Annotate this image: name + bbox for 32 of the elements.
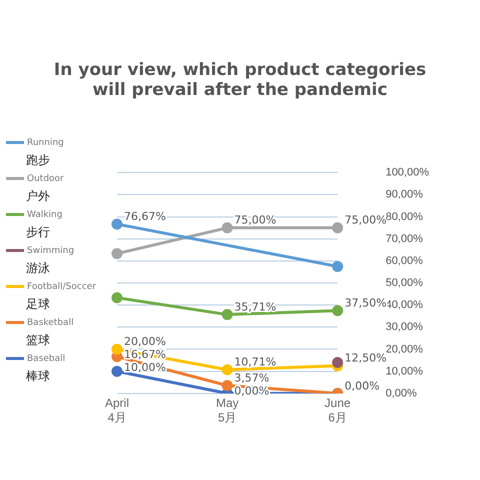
data-label: 75,00% xyxy=(344,214,387,227)
legend-label: Walking 步行 xyxy=(25,210,64,241)
x-tick-label: April 4月 xyxy=(104,396,130,424)
data-label: 75,00% xyxy=(234,214,276,227)
y-tick-label: 30,00% xyxy=(386,321,424,334)
data-label: 3,57% xyxy=(234,371,270,384)
legend-label: Swimming 游泳 xyxy=(25,246,76,277)
x-tick-label: May 5月 xyxy=(216,396,239,424)
y-tick-label: 100,00% xyxy=(386,166,430,179)
y-tick-label: 0,00% xyxy=(386,387,417,400)
y-tick-label: 50,00% xyxy=(386,277,424,290)
y-tick-label: 60,00% xyxy=(386,254,424,267)
legend-label: Football/Soccer 足球 xyxy=(25,282,96,313)
data-label: 0,00% xyxy=(344,379,380,392)
data-label: 37,50% xyxy=(344,296,387,310)
data-label: 10,71% xyxy=(234,356,276,369)
y-tick-label: 10,00% xyxy=(386,365,424,378)
x-tick-label: June 6月 xyxy=(324,396,351,424)
y-tick-label: 90,00% xyxy=(386,188,424,201)
y-tick-label: 20,00% xyxy=(386,343,424,356)
y-tick-label: 40,00% xyxy=(386,299,424,312)
data-label: 76,67% xyxy=(124,210,166,223)
legend-label: Outdoor 户外 xyxy=(25,174,65,205)
legend-label: Running 跑步 xyxy=(25,138,65,169)
data-label: 35,71% xyxy=(234,300,276,314)
y-tick-label: 80,00% xyxy=(386,210,424,223)
data-label: 12,50% xyxy=(344,352,387,365)
legend-label: Baseball 棒球 xyxy=(25,354,66,385)
chart-title: In your view, which product categories will prevail after the pandemic xyxy=(52,60,428,100)
y-tick-label: 70,00% xyxy=(386,232,424,245)
legend-label: Basketball 篮球 xyxy=(25,318,75,349)
data-label: 20,00% xyxy=(124,335,166,348)
